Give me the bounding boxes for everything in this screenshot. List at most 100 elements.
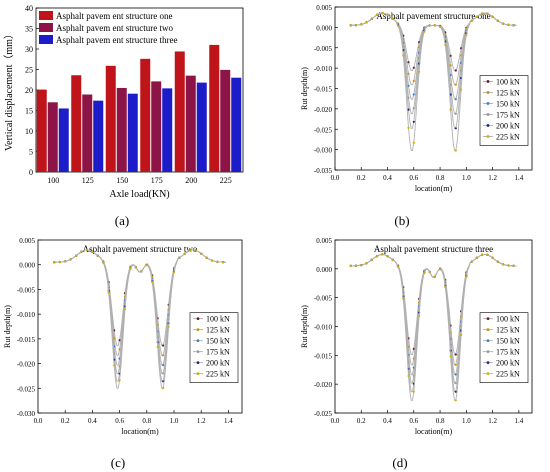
series-point-d-6 xyxy=(407,374,410,378)
x-tick-label-c: 1.0 xyxy=(170,417,179,425)
series-point-b-1 xyxy=(412,66,415,69)
y-tick-label-d: -0.020 xyxy=(314,381,333,389)
series-point-c-6 xyxy=(145,264,148,267)
series-point-d-6 xyxy=(428,270,431,273)
bar-150-3 xyxy=(127,93,138,172)
series-point-d-6 xyxy=(486,253,489,256)
series-point-c-6 xyxy=(58,260,61,264)
legend-label-b: 125 kN xyxy=(496,88,520,97)
legend-swatch-a xyxy=(39,11,53,20)
legend-swatch-a xyxy=(39,35,53,44)
series-point-b-6 xyxy=(449,108,452,111)
series-point-d-6 xyxy=(507,264,510,267)
bar-125-3 xyxy=(93,100,104,172)
y-tick-label-a: 10 xyxy=(25,127,33,136)
x-tick-label-b: 0.6 xyxy=(409,174,418,182)
series-point-d-6 xyxy=(491,256,494,259)
series-point-c-6 xyxy=(96,254,99,257)
series-point-c-6 xyxy=(140,270,143,273)
y-tick-label-c: 0.005 xyxy=(19,237,35,245)
x-tick-label-c: 1.4 xyxy=(224,417,233,425)
y-tick-label-c: -0.010 xyxy=(17,311,36,319)
legend-label-d: 175 kN xyxy=(496,348,520,357)
x-tick-label-c: 0.0 xyxy=(34,417,43,425)
y-tick-label-a: 35 xyxy=(25,25,33,34)
bar-175-3 xyxy=(162,88,173,172)
chart-d: Asphalt pavement structure three 0.005 0.0… xyxy=(300,237,533,436)
series-point-d-6 xyxy=(444,286,447,289)
y-tick-label-d: -0.025 xyxy=(314,410,333,418)
series-point-b-2 xyxy=(412,79,415,82)
x-tick-label-a: 175 xyxy=(151,176,163,185)
legend-marker-b xyxy=(486,113,490,116)
series-point-b-6 xyxy=(496,19,499,22)
legend-marker-b xyxy=(486,124,490,127)
bar-200-1 xyxy=(174,51,185,172)
y-tick-label-c: -0.025 xyxy=(17,385,36,393)
series-point-b-6 xyxy=(470,19,473,22)
series-point-b-1 xyxy=(449,54,452,57)
series-point-d-6 xyxy=(465,275,468,278)
series-point-d-6 xyxy=(349,264,352,267)
series-line-b-2 xyxy=(350,12,517,86)
bar-225-2 xyxy=(220,69,231,172)
y-tick-label-a: 20 xyxy=(25,86,33,95)
series-point-d-1 xyxy=(454,353,457,356)
series-point-c-6 xyxy=(216,260,219,263)
series-point-c-6 xyxy=(172,271,176,274)
x-tick-label-c: 1.2 xyxy=(197,417,206,425)
series-point-d-6 xyxy=(502,263,505,266)
series-point-d-6 xyxy=(449,355,452,358)
panel-label-a: (a) xyxy=(115,213,129,228)
legend-marker-c xyxy=(196,372,200,376)
legend-box-b xyxy=(479,75,529,146)
y-tick-label-d: -0.005 xyxy=(314,295,333,303)
legend-label-b: 100 kN xyxy=(496,77,520,86)
y-tick-label-c: 0.000 xyxy=(19,262,35,270)
series-point-c-4 xyxy=(162,372,165,375)
x-axis-label-d: location(m) xyxy=(415,427,453,436)
x-tick-label-a: 225 xyxy=(220,176,232,185)
legend-marker-b xyxy=(486,91,490,94)
x-tick-label-d: 0.6 xyxy=(409,417,418,425)
series-point-c-6 xyxy=(64,260,67,263)
series-point-c-6 xyxy=(107,291,110,294)
y-tick-label-a: 15 xyxy=(25,107,33,116)
legend-box-c xyxy=(189,312,239,383)
y-tick-label-b: -0.025 xyxy=(314,126,333,134)
bar-175-2 xyxy=(151,81,162,172)
y-tick-label-d: 0.000 xyxy=(316,266,332,274)
series-point-b-6 xyxy=(391,17,394,20)
y-tick-label-a: 0 xyxy=(29,168,33,177)
legend-marker-c xyxy=(196,317,200,321)
y-tick-label-b: -0.010 xyxy=(314,65,333,73)
y-tick-label-b: -0.020 xyxy=(314,106,333,114)
series-point-c-6 xyxy=(69,258,72,261)
series-point-c-6 xyxy=(53,261,56,264)
x-tick-label-b: 0.0 xyxy=(331,174,340,182)
series-point-b-4 xyxy=(412,107,415,110)
series-point-b-6 xyxy=(360,23,363,26)
series-point-b-6 xyxy=(375,13,379,16)
series-point-b-6 xyxy=(412,141,415,144)
series-point-b-6 xyxy=(381,12,384,15)
chart-title-c: Asphalt pavement structure two xyxy=(83,244,198,254)
chart-c: Asphalt pavement structure two 0.005 0.000… xyxy=(3,237,243,436)
legend-label-d: 200 kN xyxy=(496,359,520,368)
legend-label-c: 200 kN xyxy=(206,359,230,368)
x-tick-label-b: 1.0 xyxy=(462,174,471,182)
bar-125-2 xyxy=(82,94,93,172)
series-point-b-6 xyxy=(354,24,358,27)
y-tick-label-a: 25 xyxy=(25,66,33,75)
y-axis-label-d: Rut depth(m) xyxy=(300,305,309,348)
series-point-c-6 xyxy=(134,266,137,269)
series-point-b-5 xyxy=(407,108,410,111)
legend-marker-c xyxy=(196,350,200,354)
legend-marker-d xyxy=(486,372,490,376)
legend-marker-c xyxy=(196,339,200,343)
x-tick-label-a: 100 xyxy=(47,176,59,185)
series-point-c-6 xyxy=(167,325,170,328)
x-tick-label-b: 0.8 xyxy=(436,174,445,182)
series-point-c-6 xyxy=(211,259,214,262)
